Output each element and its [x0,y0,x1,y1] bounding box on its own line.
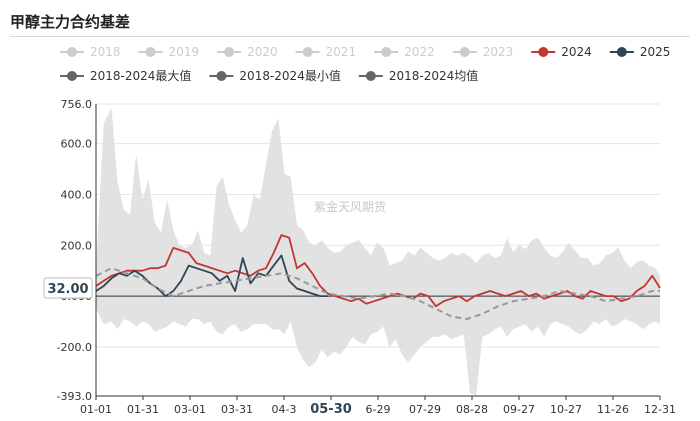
x-tick-label: 07-29 [409,403,441,416]
legend-label: 2018-2024均值 [389,68,478,83]
y-tick-label: -200.0 [57,341,92,354]
series-line-2018-2024 [95,267,660,320]
y-tick-label: 400.0 [61,188,93,201]
legend-swatch-dot [67,71,77,81]
watermark: 紫金天风期货 [314,199,386,214]
legend-swatch-dot [459,47,470,57]
x-tick-label: 05-30 [310,402,352,417]
x-tick-label: 03-01 [174,403,206,416]
legend-item-2018-2024: 2018-2024最小值 [209,68,341,83]
series-lines [95,234,661,320]
legend-swatch-dot [381,47,392,57]
legend-item-2018-2024: 2018-2024均值 [358,68,478,83]
y-tick-label: 200.0 [61,239,93,252]
legend-label: 2023 [483,45,514,59]
legend-item-2024: 2024 [531,45,592,59]
legend-swatch-dot [145,47,156,57]
range-band [96,108,660,396]
legend-item-2021: 2021 [295,45,357,59]
legend-swatch-dot [365,71,376,81]
legend-swatch-dot [616,47,627,57]
x-tick-label: 12-31 [644,403,676,416]
legend-swatch-dot [224,47,235,57]
current-value-label: 32.00 [47,282,88,297]
chart-title: 甲醇主力合约基差 [10,13,131,31]
series-line-2025 [95,254,328,298]
legend-swatch-dot [67,47,77,57]
y-tick-label: 600.0 [61,138,93,151]
legend-item-2023: 2023 [452,45,514,59]
x-axis: 01-01 01-31 03-01 03-31 04-3 05-30 6-29 07-29 08… [80,395,676,417]
x-tick-label: 01-31 [127,403,159,416]
legend-label: 2021 [326,45,357,59]
legend-label: 2019 [169,45,200,59]
x-tick-label: 01-01 [80,403,112,416]
min-max-band [96,108,660,396]
y-tick-label: -393.0 [57,390,92,403]
x-tick-label: 03-31 [221,403,253,416]
x-tick-label: 08-28 [456,403,488,416]
y-tick-label: 756.0 [61,98,93,111]
title-divider [10,36,690,37]
legend-label: 2018-2024最小值 [239,68,340,83]
legend-swatch-dot [302,47,313,57]
current-value-marker: 32.00 [43,277,93,299]
current-value-box [43,277,93,299]
x-tick-label: 11-26 [597,403,629,416]
legend-label: 2025 [640,45,671,59]
x-tick-label: 6-29 [366,403,391,416]
legend-label: 2020 [247,45,278,59]
legend-label: 2018 [90,45,121,59]
legend-label: 2018-2024最大值 [90,68,191,83]
legend-label: 2022 [404,45,435,59]
legend-item-2025: 2025 [609,45,671,59]
legend-item-2018-2024: 2018-2024最大值 [60,68,191,83]
legend-item-2018: 2018 [60,45,121,59]
legend-swatch-dot [538,47,549,57]
x-tick-label: 09-27 [503,403,535,416]
legend-label: 2024 [561,45,592,59]
legend: 2018 2019 2020 2021 2022 2023 2024 2025 2018-202… [60,45,670,83]
x-tick-label: 10-27 [550,403,582,416]
x-tick-label: 04-3 [272,403,297,416]
legend-swatch-dot [216,71,227,81]
legend-item-2019: 2019 [138,45,200,59]
legend-item-2020: 2020 [217,45,278,59]
legend-item-2022: 2022 [374,45,435,59]
